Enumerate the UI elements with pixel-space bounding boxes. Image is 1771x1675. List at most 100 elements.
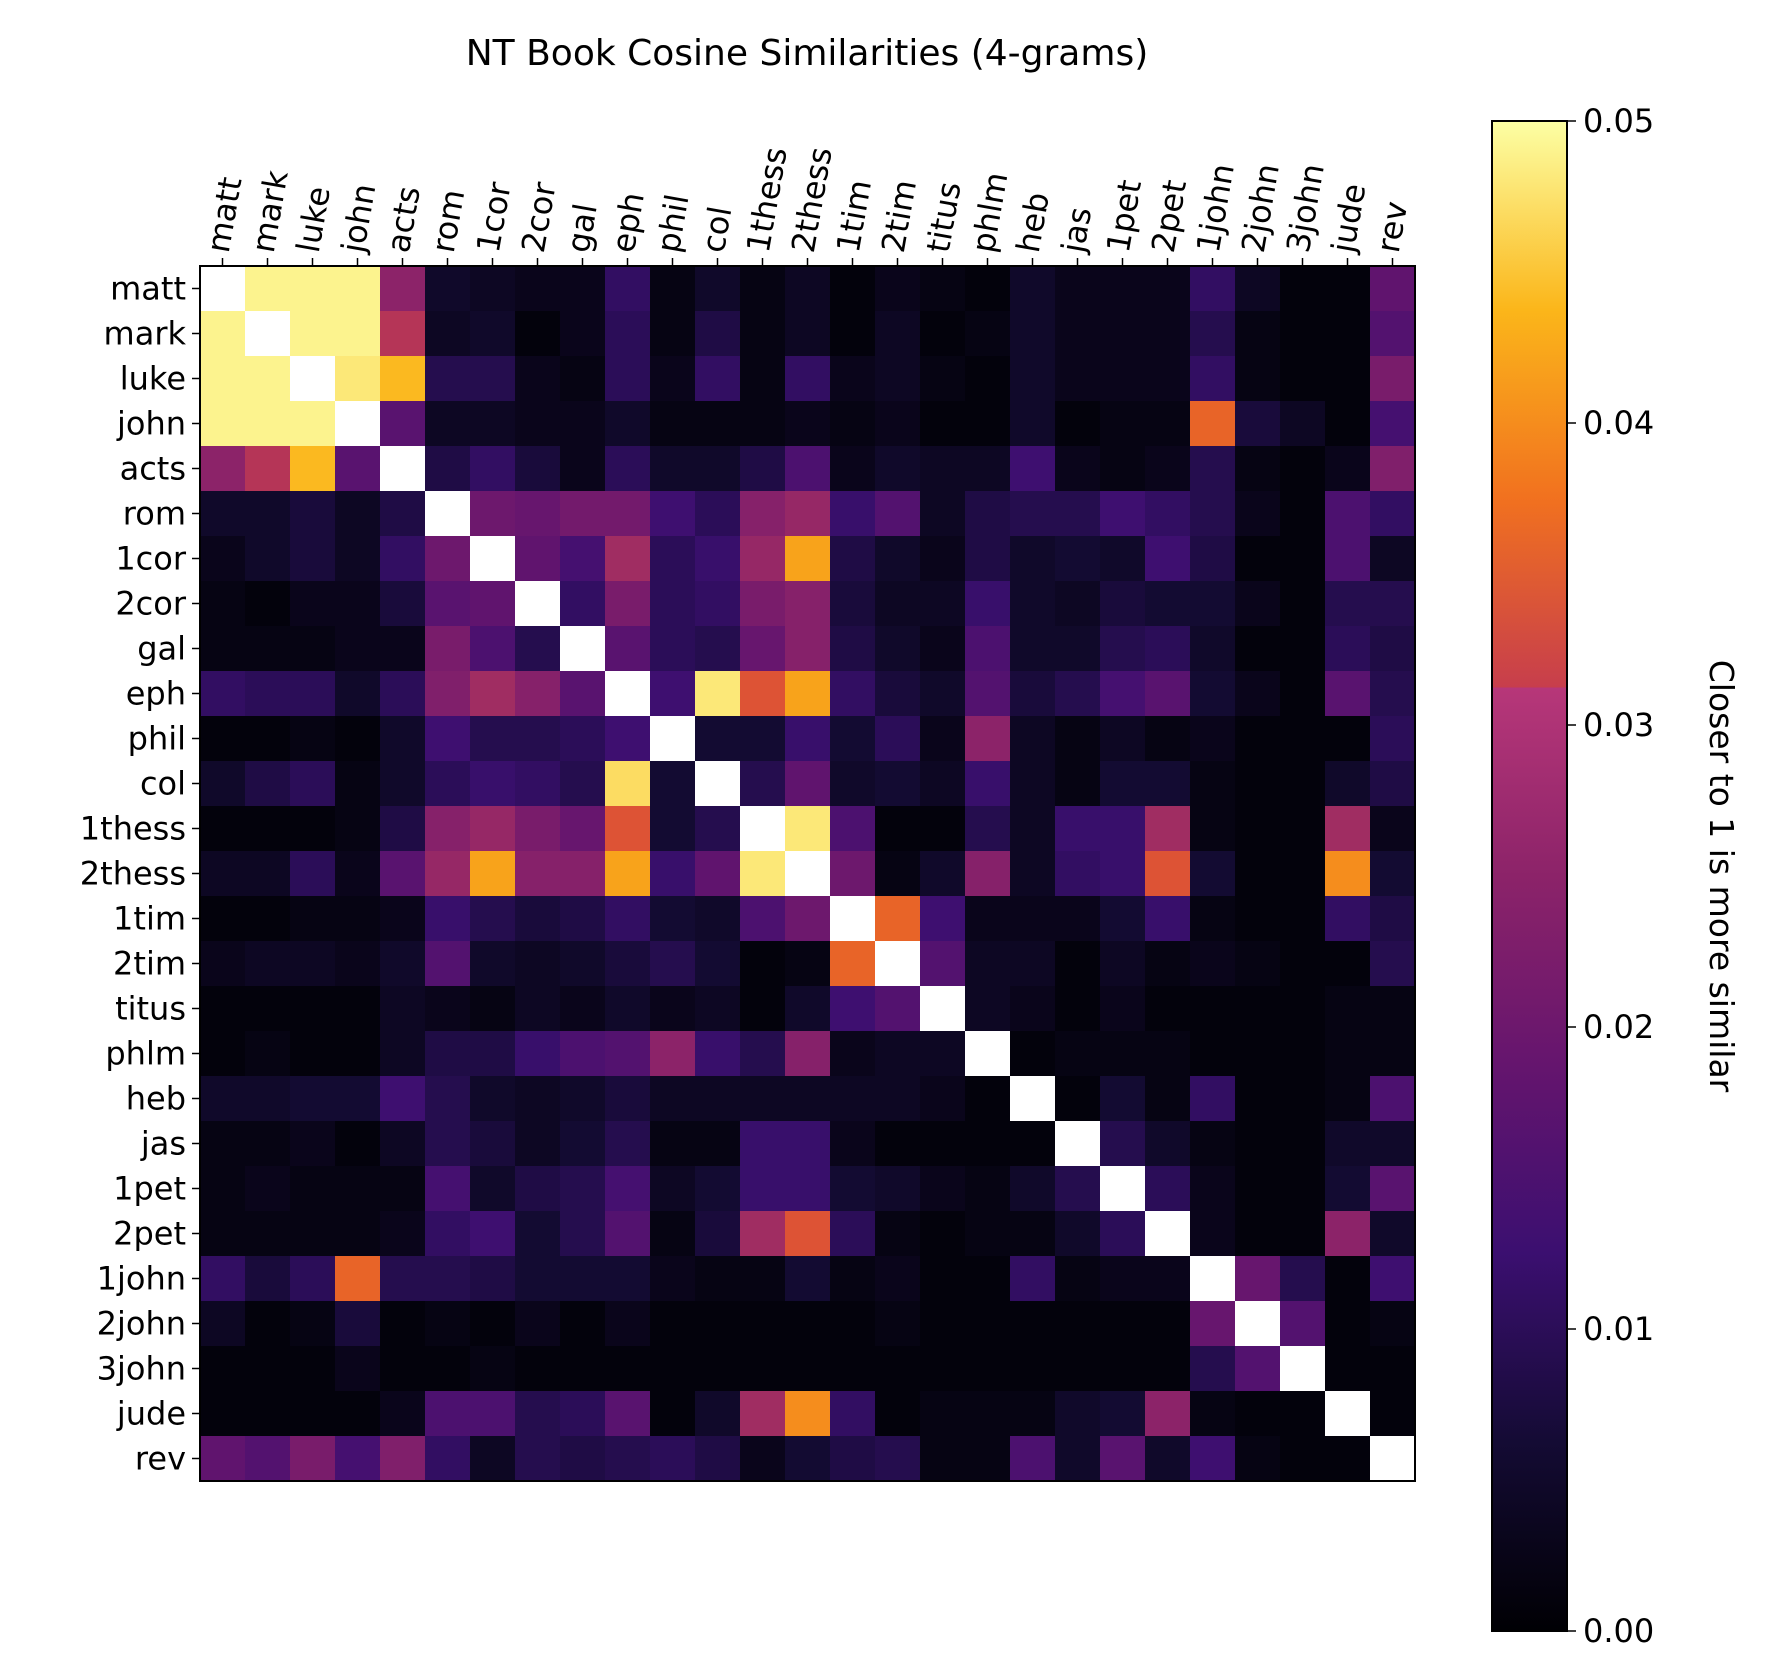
heatmap-cell-acts-john (335, 446, 381, 492)
heatmap-cell-luke-1pet (1100, 356, 1146, 402)
heatmap-cell-3john-phlm (965, 1346, 1011, 1392)
heatmap-cell-matt-matt (200, 266, 246, 312)
heatmap-cell-2pet-1thess (740, 1211, 786, 1257)
heatmap-cell-phlm-phil (650, 1031, 696, 1077)
heatmap-cell-col-1cor (470, 761, 516, 807)
heatmap-cell-jas-matt (200, 1121, 246, 1167)
heatmap-cell-phil-phlm (965, 716, 1011, 762)
x-tick-label-acts: acts (379, 183, 428, 255)
heatmap-cell-gal-3john (1280, 626, 1326, 672)
heatmap-cell-eph-rom (425, 671, 471, 717)
heatmap-cell-rev-john (335, 1436, 381, 1482)
heatmap-cell-mark-1pet (1100, 311, 1146, 357)
heatmap-cell-eph-2cor (515, 671, 561, 717)
heatmap-cell-rev-phil (650, 1436, 696, 1482)
heatmap-cell-luke-2tim (875, 356, 921, 402)
x-tick-label-phlm: phlm (964, 169, 1015, 255)
heatmap-cell-acts-col (695, 446, 741, 492)
heatmap-cell-2cor-eph (605, 581, 651, 627)
heatmap-cell-titus-2pet (1145, 986, 1191, 1032)
heatmap-cell-2pet-mark (245, 1211, 291, 1257)
heatmap-cell-mark-phil (650, 311, 696, 357)
heatmap-cell-john-rom (425, 401, 471, 447)
heatmap-cell-1john-john (335, 1256, 381, 1302)
x-tick-label-heb: heb (1009, 189, 1057, 255)
heatmap-cell-acts-2thess (785, 446, 831, 492)
heatmap-cell-2thess-gal (560, 851, 606, 897)
heatmap-cell-mark-1cor (470, 311, 516, 357)
heatmap-cell-1tim-1john (1190, 896, 1236, 942)
heatmap-cell-jas-titus (920, 1121, 966, 1167)
heatmap-cell-john-2tim (875, 401, 921, 447)
heatmap-cell-col-matt (200, 761, 246, 807)
y-tick-label-acts: acts (120, 450, 186, 488)
heatmap-cell-1john-titus (920, 1256, 966, 1302)
heatmap-cell-phil-1tim (830, 716, 876, 762)
colorbar-tick-label: 0.04 (1583, 404, 1654, 442)
heatmap-cell-john-phlm (965, 401, 1011, 447)
heatmap-cell-john-1thess (740, 401, 786, 447)
heatmap-cell-1john-1thess (740, 1256, 786, 1302)
heatmap-cell-jas-1tim (830, 1121, 876, 1167)
heatmap-cell-1thess-1cor (470, 806, 516, 852)
heatmap-cell-eph-2pet (1145, 671, 1191, 717)
heatmap-cell-matt-jas (1055, 266, 1101, 312)
x-tick-label-2john: 2john (1234, 161, 1287, 256)
heatmap-cell-matt-john (335, 266, 381, 312)
y-tick-label-rom: rom (123, 495, 186, 533)
heatmap-cell-gal-mark (245, 626, 291, 672)
heatmap-cell-phil-1cor (470, 716, 516, 762)
heatmap-cell-2tim-1pet (1100, 941, 1146, 987)
heatmap-cell-2pet-john (335, 1211, 381, 1257)
heatmap-cell-2cor-1pet (1100, 581, 1146, 627)
heatmap-cell-phlm-1thess (740, 1031, 786, 1077)
x-tick-label-2cor: 2cor (514, 178, 564, 255)
heatmap-cell-rom-1tim (830, 491, 876, 537)
heatmap-cell-2pet-3john (1280, 1211, 1326, 1257)
heatmap-cell-gal-john (335, 626, 381, 672)
heatmap-cell-luke-phil (650, 356, 696, 402)
heatmap-cell-acts-eph (605, 446, 651, 492)
heatmap-cell-jude-1cor (470, 1391, 516, 1437)
heatmap-cell-jas-eph (605, 1121, 651, 1167)
heatmap-cell-1thess-acts (380, 806, 426, 852)
heatmap-cell-1pet-1thess (740, 1166, 786, 1212)
heatmap-cell-rom-1cor (470, 491, 516, 537)
heatmap-cell-luke-gal (560, 356, 606, 402)
heatmap-cell-2thess-heb (1010, 851, 1056, 897)
heatmap-cell-titus-col (695, 986, 741, 1032)
heatmap-cell-titus-acts (380, 986, 426, 1032)
heatmap-cell-1john-2pet (1145, 1256, 1191, 1302)
heatmap-cell-john-titus (920, 401, 966, 447)
heatmap-cell-rom-jas (1055, 491, 1101, 537)
heatmap-cell-1john-mark (245, 1256, 291, 1302)
heatmap-cell-1cor-acts (380, 536, 426, 582)
heatmap-cell-col-1thess (740, 761, 786, 807)
heatmap-cell-rev-luke (290, 1436, 336, 1482)
heatmap-cell-1pet-phlm (965, 1166, 1011, 1212)
heatmap-cell-3john-heb (1010, 1346, 1056, 1392)
heatmap-cell-eph-acts (380, 671, 426, 717)
heatmap-cell-col-john (335, 761, 381, 807)
y-tick-label-heb: heb (126, 1080, 186, 1118)
heatmap-cell-jude-gal (560, 1391, 606, 1437)
heatmap-cell-3john-3john (1280, 1346, 1326, 1392)
heatmap-cell-2john-1tim (830, 1301, 876, 1347)
heatmap-cell-1tim-mark (245, 896, 291, 942)
heatmap-cell-matt-2john (1235, 266, 1281, 312)
y-tick-label-2thess: 2thess (80, 855, 186, 893)
heatmap-cell-3john-2john (1235, 1346, 1281, 1392)
heatmap-cell-2thess-1cor (470, 851, 516, 897)
heatmap-cell-col-rev (1370, 761, 1416, 807)
heatmap-cell-jas-2thess (785, 1121, 831, 1167)
heatmap-cell-1john-1pet (1100, 1256, 1146, 1302)
heatmap-cell-col-luke (290, 761, 336, 807)
heatmap-cell-2john-1cor (470, 1301, 516, 1347)
heatmap-cell-2tim-2john (1235, 941, 1281, 987)
heatmap-cell-3john-john (335, 1346, 381, 1392)
heatmap-cell-jas-3john (1280, 1121, 1326, 1167)
heatmap-cell-2john-rom (425, 1301, 471, 1347)
heatmap-cell-2cor-1cor (470, 581, 516, 627)
heatmap-cell-jude-matt (200, 1391, 246, 1437)
colorbar-tick-label: 0.01 (1583, 1310, 1654, 1348)
